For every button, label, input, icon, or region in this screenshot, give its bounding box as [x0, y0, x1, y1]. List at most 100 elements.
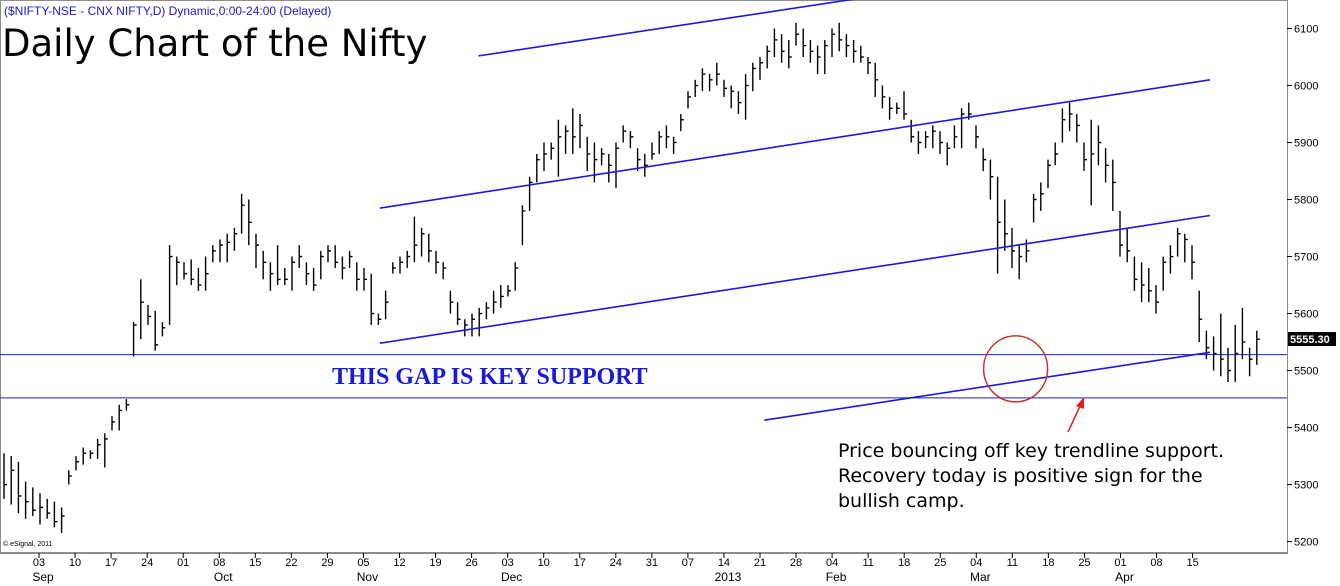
ohlc-bar [1191, 245, 1195, 280]
x-tick-label: 08 [213, 557, 225, 569]
ohlc-bar [917, 131, 922, 154]
ohlc-bar [478, 307, 483, 337]
ohlc-bar [946, 142, 951, 166]
x-tick-label: 24 [610, 557, 622, 569]
ohlc-bar [291, 256, 295, 291]
ohlc-bar [860, 45, 864, 63]
ohlc-bar [1004, 199, 1008, 251]
ohlc-bar [831, 28, 835, 58]
ohlc-bar [248, 199, 252, 246]
ohlc-bar [953, 125, 958, 149]
ohlc-bar [471, 313, 475, 337]
x-tick-label: 22 [285, 557, 297, 569]
channel-line-3 [379, 214, 1211, 344]
price-bars [3, 22, 1260, 534]
y-tick-label: 5400 [1294, 423, 1318, 435]
ohlc-bar [1248, 347, 1253, 377]
ohlc-bar [521, 205, 526, 246]
ohlc-bar [233, 228, 238, 251]
arrow-shaft [1067, 403, 1082, 433]
x-tick-label: 03 [33, 557, 45, 569]
x-month-label: Feb [826, 570, 847, 584]
y-tick-label: 5200 [1294, 537, 1318, 549]
ohlc-bar [449, 290, 454, 314]
ohlc-bar [593, 142, 598, 183]
ohlc-bar [406, 250, 411, 268]
ohlc-bar [1061, 108, 1066, 143]
x-tick-label: 24 [141, 557, 153, 569]
ohlc-bar [680, 114, 684, 132]
plot-frame [0, 0, 1288, 553]
ohlc-bar [240, 193, 245, 234]
ohlc-bar [773, 28, 778, 58]
ohlc-bar [132, 322, 137, 357]
y-tick-label: 6000 [1294, 81, 1318, 93]
ohlc-bar [1054, 142, 1059, 166]
ohlc-bar [615, 142, 619, 189]
x-tick: 25 [1078, 553, 1091, 569]
channel-lines [379, 0, 1211, 421]
ohlc-bar [1104, 148, 1109, 183]
ohlc-bar [10, 456, 15, 505]
ohlc-bar [536, 153, 540, 183]
ohlc-bar [190, 259, 195, 286]
ohlc-bar [111, 416, 115, 431]
ohlc-bar [730, 85, 735, 109]
ohlc-bar [276, 245, 281, 286]
x-month-label: Nov [357, 570, 378, 584]
x-tick: 01 [177, 553, 189, 569]
ohlc-bar [644, 153, 648, 177]
ohlc-bar [363, 267, 367, 291]
ohlc-bar [939, 131, 943, 154]
ohlc-bar [435, 250, 439, 274]
ohlc-bar [1198, 290, 1203, 343]
ohlc-bar [600, 148, 605, 166]
ohlc-bar [334, 245, 339, 268]
ohlc-bar [485, 302, 490, 320]
ohlc-bar [89, 450, 94, 459]
x-tick: 08 [1150, 553, 1163, 569]
ohlc-bar [226, 233, 231, 263]
ohlc-bar [852, 39, 857, 63]
y-tick-label: 5900 [1294, 138, 1318, 150]
x-tick-label: 25 [934, 557, 946, 569]
ohlc-bar [1047, 159, 1051, 189]
gap-lines [0, 354, 1287, 399]
arrow-head [1076, 397, 1084, 409]
ohlc-bar [1032, 193, 1037, 223]
ohlc-bar [413, 216, 418, 263]
ohlc-bar [766, 45, 771, 69]
x-tick: 07 [682, 553, 694, 569]
ohlc-bar [888, 96, 893, 120]
ohlc-bar [982, 148, 987, 172]
ohlc-bar [1205, 330, 1210, 360]
x-tick-label: 03 [502, 557, 514, 569]
ohlc-bar [3, 453, 7, 499]
ohlc-bar [104, 433, 108, 468]
x-tick-label: 12 [393, 557, 405, 569]
x-tick-label: 14 [718, 557, 730, 569]
ohlc-bar [672, 136, 677, 154]
x-tick-label: 04 [826, 557, 838, 569]
x-tick-label: 11 [1007, 557, 1018, 569]
x-tick: 10 [538, 553, 550, 569]
chart-title: Daily Chart of the Nifty [2, 22, 427, 65]
x-month-label: Oct [214, 570, 233, 584]
x-tick-label: 19 [429, 557, 441, 569]
x-tick: 11 [1007, 553, 1018, 569]
x-tick: 18 [898, 553, 910, 569]
ohlc-bar [60, 507, 65, 534]
x-tick-label: 21 [754, 557, 766, 569]
ohlc-bar [1176, 228, 1181, 257]
x-tick-label: 17 [574, 557, 586, 569]
x-tick: 03 [502, 553, 514, 569]
ohlc-bar [924, 131, 929, 149]
x-tick: 29 [321, 553, 334, 569]
x-month-label: 2013 [715, 570, 742, 584]
y-tick-label: 5700 [1294, 252, 1318, 264]
ohlc-bar [1155, 285, 1159, 314]
ohlc-bar [305, 262, 310, 286]
ohlc-bar [579, 114, 583, 149]
y-tick: 5700 [1287, 252, 1318, 264]
ohlc-bar [996, 176, 1001, 274]
